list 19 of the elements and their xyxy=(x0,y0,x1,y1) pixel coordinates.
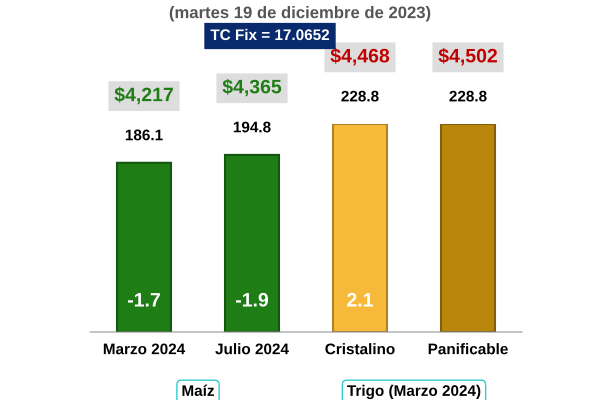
data-label: 194.8 xyxy=(234,122,271,132)
text: $4,502 xyxy=(438,48,497,66)
annotation: -1.9 xyxy=(236,292,268,307)
annotation: -1.7 xyxy=(128,293,160,306)
annotation: 2.1 xyxy=(347,292,373,306)
x-tick-label: Marzo 2024 xyxy=(104,344,186,354)
data-label: 228.8 xyxy=(449,90,487,102)
text: $4,365 xyxy=(222,78,282,96)
x-tick-label: Julio 2024 xyxy=(215,343,289,354)
text: Trigo (Marzo 2024) xyxy=(347,384,480,400)
text: $4,217 xyxy=(114,86,173,104)
data-label: 228.8 xyxy=(341,90,379,102)
text: Maíz xyxy=(182,384,214,396)
chart-title: (martes 19 de diciembre de 2023) xyxy=(170,6,430,22)
x-tick-label: Panificable xyxy=(428,343,508,354)
text: TC Fix = 17.0652 xyxy=(210,28,330,40)
text: $4,468 xyxy=(330,48,390,66)
data-label: 186.1 xyxy=(126,130,163,140)
x-tick-label: Cristalino xyxy=(325,343,395,354)
